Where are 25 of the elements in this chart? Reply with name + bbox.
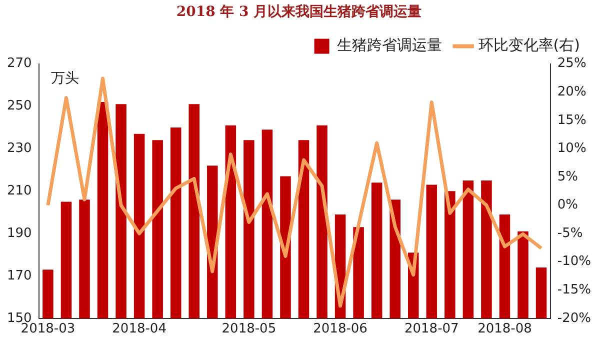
y-tick-label: 230 (6, 141, 32, 156)
legend-label: 生猪跨省调运量 (336, 36, 442, 54)
y-tick-label: 210 (6, 183, 32, 198)
y2-tick-label: 10% (557, 141, 586, 156)
legend-label: 环比变化率(右) (478, 36, 580, 54)
y2-tick-label: 25% (557, 56, 586, 72)
y-tick-label: 190 (6, 226, 32, 241)
x-tick-label: 2018-07 (404, 322, 459, 337)
annotation: 万头 (50, 70, 79, 86)
y2-tick-label: -10% (557, 254, 592, 270)
y-tick-label: 250 (6, 98, 32, 114)
y2-tick-label: 5% (557, 169, 578, 184)
y2-tick-label: 0% (557, 198, 578, 213)
y2-tick-label: 15% (557, 112, 586, 128)
y-tick-label: 170 (6, 268, 32, 284)
y2-tick-label: -15% (557, 282, 592, 298)
y-tick-label: 270 (6, 56, 32, 72)
x-tick-label: 2018-05 (222, 322, 276, 337)
y2-tick-label: 20% (557, 84, 586, 100)
chart-title: 2018 年 3 月以来我国生猪跨省调运量 (176, 4, 422, 20)
x-tick-label: 2018-08 (478, 322, 532, 337)
x-tick-label: 2018-06 (313, 322, 368, 337)
y2-tick-label: -20% (557, 310, 592, 326)
y2-tick-label: -5% (557, 226, 583, 241)
x-tick-label: 2018-04 (112, 322, 166, 337)
